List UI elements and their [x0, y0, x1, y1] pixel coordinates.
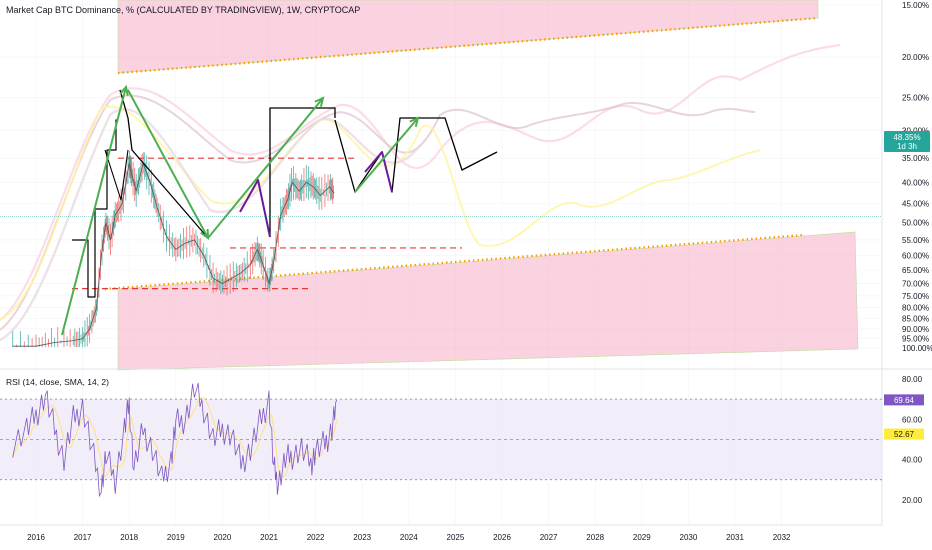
rsi-tick-label: 40.00: [902, 456, 923, 465]
time-tick-label: 2022: [307, 533, 325, 542]
price-tick-label: 70.00%: [902, 280, 929, 289]
time-tick-label: 2032: [773, 533, 791, 542]
upper-channel-dotted-line[interactable]: [117, 16, 819, 75]
time-tick-label: 2026: [493, 533, 511, 542]
projection-curve: [0, 108, 421, 342]
dashed-levels: [72, 157, 462, 290]
price-badge: 48.35% 1d 3h: [884, 131, 930, 152]
price-tick-label: 35.00%: [902, 154, 929, 163]
price-tick-label: 65.00%: [902, 266, 929, 275]
analysis-drawings[interactable]: [61, 84, 498, 336]
purple-wave-line: [239, 179, 271, 238]
price-tick-label: 75.00%: [902, 292, 929, 301]
green-arrow-up-head: [119, 84, 129, 97]
price-tick-label: 85.00%: [902, 315, 929, 324]
price-badge-value: 48.35%: [893, 133, 920, 142]
rsi-line: [12, 382, 337, 498]
time-tick-label: 2031: [726, 533, 744, 542]
time-tick-label: 2021: [260, 533, 278, 542]
black-decline-line: [119, 89, 209, 239]
rsi-band-lines: [0, 398, 882, 481]
rsi-title: RSI (14, close, SMA, 14, 2): [6, 377, 109, 387]
price-tick-label: 100.00%: [902, 344, 932, 353]
price-tick-label: 20.00%: [902, 53, 929, 62]
time-tick-label: 2025: [447, 533, 465, 542]
green-arrow-up: [61, 86, 127, 336]
price-tick-label: 40.00%: [902, 178, 929, 187]
time-tick-label: 2028: [586, 533, 604, 542]
green-arrow-up-head: [409, 116, 420, 127]
time-tick-label: 2019: [167, 533, 185, 542]
price-tick-label: 30.00%: [902, 126, 929, 135]
rsi-sma-badge: 52.67: [884, 428, 924, 440]
time-tick-label: 2016: [27, 533, 45, 542]
black-step-line: [72, 119, 118, 298]
price-tick-label: 15.00%: [902, 1, 929, 10]
rsi-tick-label: 80.00: [902, 375, 923, 384]
time-tick-label: 2017: [74, 533, 92, 542]
time-tick-label: 2030: [680, 533, 698, 542]
green-arrow-up: [354, 117, 419, 193]
rsi-tick-label: 20.00: [902, 496, 923, 505]
black-range-line: [269, 107, 336, 237]
time-tick-label: 2024: [400, 533, 418, 542]
time-tick-label: 2018: [120, 533, 138, 542]
price-tick-label: 80.00%: [902, 304, 929, 313]
green-arrow-up-head: [314, 96, 325, 107]
chart-title: Market Cap BTC Dominance, % (CALCULATED …: [6, 5, 361, 15]
rsi-sma-value: 52.67: [894, 430, 915, 439]
price-tick-label: 90.00%: [902, 325, 929, 334]
time-axis[interactable]: 2016 2017 2018 2019 2020 2021 2022 2023 2024 2025…: [27, 533, 791, 542]
price-axis[interactable]: 15.00% 20.00% 25.00% 30.00% 35.00% 40.00% 45.0…: [902, 1, 932, 353]
rsi-tick-label: 60.00: [902, 415, 923, 424]
projection-curve: [0, 43, 841, 321]
rsi-value-badge: 69.64: [884, 394, 924, 406]
price-tick-label: 95.00%: [902, 335, 929, 344]
rsi-axis[interactable]: 80.00 60.00 40.00 20.00: [902, 375, 923, 505]
rsi-value: 69.64: [894, 396, 915, 405]
price-tick-label: 55.00%: [902, 236, 929, 245]
black-zigzag-line: [104, 149, 129, 201]
time-tick-label: 2029: [633, 533, 651, 542]
price-tick-label: 60.00%: [902, 252, 929, 261]
green-arrow-down: [127, 89, 209, 239]
time-tick-label: 2027: [540, 533, 558, 542]
price-tick-label: 45.00%: [902, 200, 929, 209]
time-tick-label: 2023: [353, 533, 371, 542]
price-tick-label: 25.00%: [902, 93, 929, 102]
price-tick-label: 50.00%: [902, 219, 929, 228]
rsi-sma-line: [12, 397, 338, 478]
lower-channel-zone[interactable]: [117, 231, 859, 371]
time-tick-label: 2020: [214, 533, 232, 542]
purple-wave-line: [364, 151, 393, 193]
green-arrow-up: [207, 97, 324, 239]
projection-curve: [0, 94, 756, 331]
price-line: [12, 161, 335, 347]
price-badge-countdown: 1d 3h: [897, 142, 917, 151]
